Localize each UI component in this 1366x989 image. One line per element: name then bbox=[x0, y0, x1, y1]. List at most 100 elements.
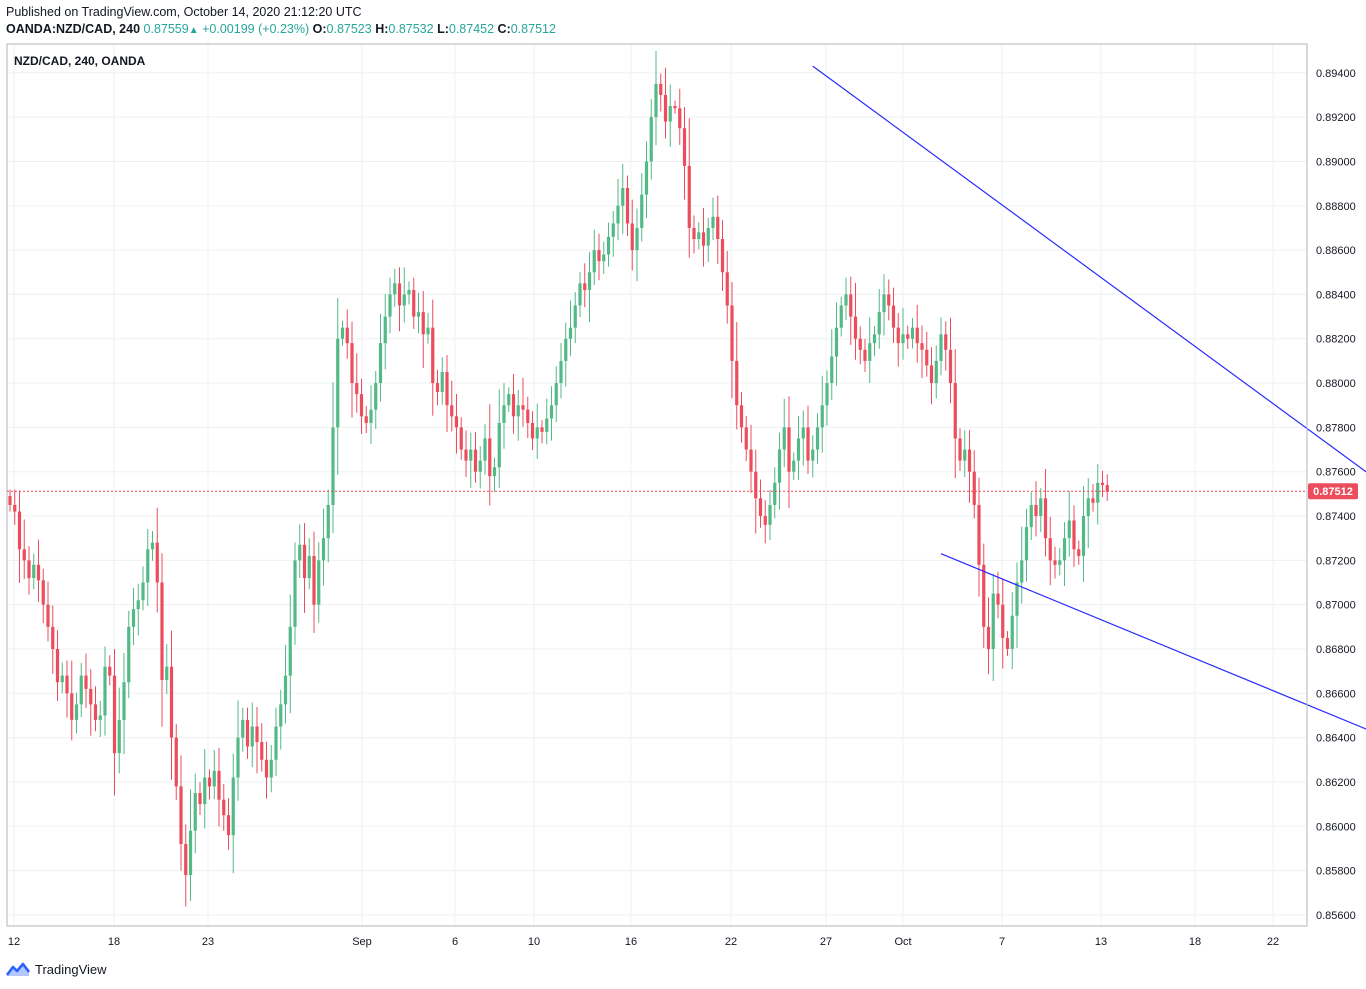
candle bbox=[302, 523, 307, 613]
candle bbox=[1048, 516, 1052, 586]
candle bbox=[853, 282, 858, 360]
x-tick-label: 27 bbox=[820, 936, 832, 948]
candle bbox=[492, 457, 497, 492]
candle bbox=[606, 222, 611, 267]
candle bbox=[160, 553, 164, 727]
candle bbox=[877, 289, 881, 349]
candle bbox=[383, 294, 387, 370]
candle bbox=[530, 411, 535, 451]
candle bbox=[573, 292, 577, 344]
candle bbox=[1096, 464, 1100, 525]
y-tick-label: 0.87600 bbox=[1316, 467, 1356, 479]
candle bbox=[502, 383, 506, 449]
y-tick-label: 0.85600 bbox=[1316, 910, 1356, 922]
candle bbox=[1010, 592, 1014, 670]
candle bbox=[725, 251, 729, 324]
candlestick-series bbox=[8, 51, 1109, 907]
candle bbox=[697, 222, 701, 250]
candle bbox=[136, 583, 140, 636]
candle bbox=[849, 276, 853, 345]
candle bbox=[744, 415, 748, 462]
y-tick-label: 0.88200 bbox=[1316, 334, 1356, 346]
y-tick-label: 0.86800 bbox=[1316, 644, 1356, 656]
x-tick-label: 7 bbox=[999, 936, 1005, 948]
candle bbox=[1020, 526, 1024, 604]
close-label: C: bbox=[497, 22, 511, 36]
candle bbox=[692, 215, 696, 254]
candle bbox=[739, 391, 744, 443]
candle bbox=[32, 553, 36, 590]
candle bbox=[65, 660, 69, 718]
candle bbox=[896, 313, 900, 367]
footer-brand[interactable]: TradingView bbox=[6, 961, 107, 977]
y-tick-label: 0.88000 bbox=[1316, 378, 1356, 390]
candle bbox=[967, 430, 972, 503]
candle bbox=[587, 252, 592, 323]
candle bbox=[98, 700, 102, 737]
candle bbox=[279, 689, 283, 750]
candle bbox=[682, 107, 687, 200]
candle bbox=[307, 538, 311, 590]
candle bbox=[678, 88, 682, 145]
candle bbox=[872, 326, 877, 357]
candle bbox=[621, 163, 625, 234]
candle bbox=[972, 450, 976, 519]
candle bbox=[568, 300, 573, 356]
candle bbox=[1062, 522, 1067, 587]
candle bbox=[169, 630, 174, 780]
candle bbox=[1039, 488, 1043, 533]
symbol-label[interactable]: OANDA:NZD/CAD, 240 bbox=[6, 22, 141, 36]
last-price: 0.87559 bbox=[143, 22, 189, 36]
candle bbox=[469, 432, 473, 488]
candle bbox=[982, 543, 986, 648]
candle bbox=[763, 500, 767, 544]
candle bbox=[526, 396, 530, 439]
candle bbox=[901, 307, 905, 360]
candle bbox=[644, 141, 649, 219]
candle bbox=[554, 366, 558, 423]
candle bbox=[768, 489, 772, 541]
candle bbox=[74, 692, 79, 734]
tradingview-logo-icon bbox=[6, 962, 30, 976]
candle bbox=[241, 707, 245, 752]
candle bbox=[407, 281, 411, 305]
y-tick-label: 0.88600 bbox=[1316, 245, 1356, 257]
x-tick-label: 6 bbox=[452, 936, 458, 948]
candle bbox=[659, 73, 663, 112]
candle bbox=[117, 687, 121, 774]
candle bbox=[521, 377, 525, 427]
candle bbox=[212, 750, 216, 800]
candle bbox=[435, 369, 440, 406]
y-tick-label: 0.87200 bbox=[1316, 555, 1356, 567]
candle bbox=[758, 479, 763, 528]
upper-trendline[interactable] bbox=[812, 65, 1366, 554]
candle bbox=[592, 229, 596, 285]
candle bbox=[958, 428, 962, 471]
candle bbox=[459, 417, 463, 460]
candle bbox=[122, 652, 126, 755]
candle bbox=[602, 241, 606, 274]
y-tick-label: 0.85800 bbox=[1316, 866, 1356, 878]
candle bbox=[906, 325, 910, 349]
candle bbox=[207, 769, 212, 800]
candle bbox=[22, 519, 26, 579]
candle bbox=[1105, 474, 1109, 501]
candle bbox=[55, 630, 60, 702]
candle bbox=[13, 489, 17, 525]
candle bbox=[1067, 490, 1071, 557]
candle bbox=[535, 403, 539, 459]
candle bbox=[1015, 562, 1019, 648]
candle bbox=[127, 610, 131, 699]
candle bbox=[393, 268, 397, 307]
candle bbox=[355, 353, 359, 413]
x-tick-label: 16 bbox=[625, 936, 637, 948]
candle bbox=[84, 653, 88, 708]
lower-trendline[interactable] bbox=[940, 553, 1366, 740]
candle bbox=[454, 393, 459, 454]
candle bbox=[549, 386, 554, 441]
candle bbox=[431, 299, 435, 416]
candle bbox=[910, 318, 915, 349]
candle bbox=[60, 662, 64, 694]
candle bbox=[635, 208, 639, 282]
